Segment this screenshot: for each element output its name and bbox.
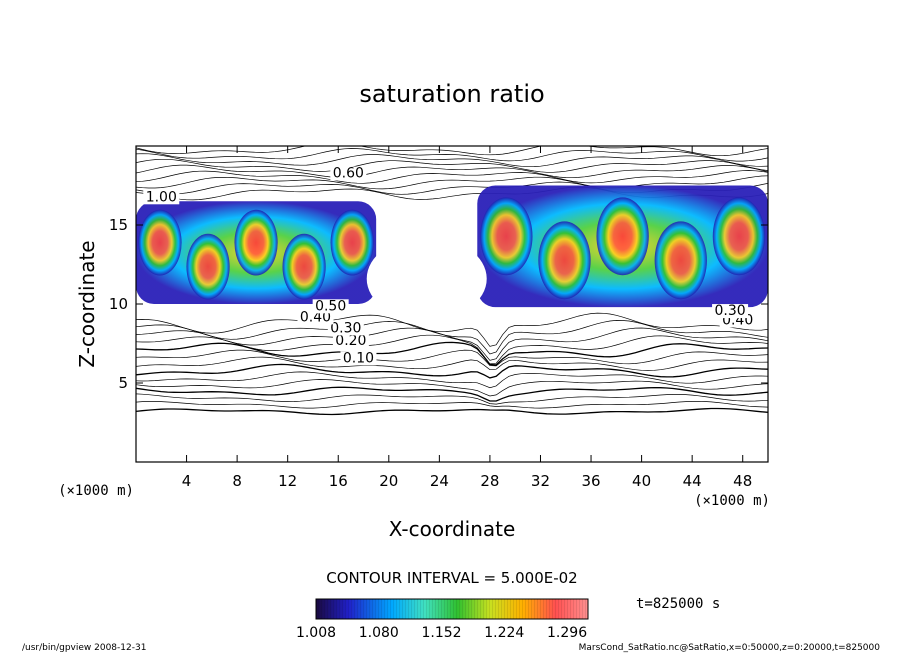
contour-line <box>136 148 768 162</box>
x-axis-unit: (×1000 m) <box>694 493 770 509</box>
x-tick-label: 16 <box>329 472 348 490</box>
contour-line <box>136 146 768 157</box>
contour-label: 0.50 <box>315 298 346 314</box>
y-tick-label: 15 <box>109 216 128 234</box>
contour-labels: 0.100.200.300.400.500.601.000.400.30 <box>143 166 756 366</box>
contour-line <box>136 164 768 179</box>
saturated-region-core <box>138 209 182 276</box>
x-axis-ticks: 4 8 12 16 20 24 28 32 36 40 44 48 <box>182 146 752 490</box>
contour-line <box>136 363 768 379</box>
footer-left: /usr/bin/gpview 2008-12-31 <box>22 643 146 653</box>
y-axis-label: Z-coordinate <box>75 240 99 367</box>
saturated-region-core <box>282 233 326 300</box>
saturated-regions <box>136 185 768 321</box>
contour-label-bg <box>143 190 180 205</box>
contour-label-bg <box>340 351 377 366</box>
contour-line <box>136 327 768 361</box>
contour-line <box>136 400 768 409</box>
contour-interval-label: CONTOUR INTERVAL = 5.000E-02 <box>326 569 577 587</box>
saturated-region-core <box>596 197 649 276</box>
x-tick-label: 32 <box>531 472 550 490</box>
contour-line <box>136 158 768 173</box>
contour-line <box>136 312 768 347</box>
colorbar-levels <box>316 599 588 619</box>
saturated-region-core <box>538 221 591 300</box>
x-tick-label: 44 <box>683 472 702 490</box>
x-tick-label: 20 <box>379 472 398 490</box>
y-axis-unit: (×1000 m) <box>58 483 134 499</box>
colorbar-frame <box>315 598 589 620</box>
colorbar-tick-label: 1.224 <box>484 625 524 641</box>
x-tick-label: 12 <box>278 472 297 490</box>
contour-label-bg <box>712 304 749 319</box>
x-tick-label: 48 <box>733 472 752 490</box>
contour-line <box>136 334 768 365</box>
contour-lines <box>136 146 768 416</box>
contour-label: 0.30 <box>330 320 361 336</box>
colorbar-tick-label: 1.152 <box>421 625 461 641</box>
colorbar-tick-label: 1.080 <box>359 625 399 641</box>
x-tick-label: 24 <box>430 472 449 490</box>
saturated-region-core <box>480 197 533 276</box>
contour-line <box>136 371 768 389</box>
contour-line <box>136 170 768 184</box>
contour-label-bg <box>297 310 334 325</box>
contour-label-bg <box>327 321 364 336</box>
chart-title: saturation ratio <box>359 80 544 108</box>
y-axis-ticks: 5 10 15 <box>109 216 768 392</box>
plot-area <box>136 146 768 462</box>
contour-line <box>136 341 768 366</box>
x-tick-label: 40 <box>632 472 651 490</box>
contour-line <box>136 175 768 190</box>
unsaturated-gap <box>366 236 487 321</box>
contour-line <box>136 407 768 416</box>
x-axis-label: X-coordinate <box>389 517 516 541</box>
contour-label-bg <box>332 334 369 349</box>
contour-line <box>136 349 768 367</box>
colorbar-tick-labels: 1.008 1.080 1.152 1.224 1.296 <box>296 625 587 641</box>
colorbar-tick-label: 1.296 <box>547 625 587 641</box>
saturated-region-core <box>330 209 374 276</box>
contour-line <box>136 386 768 402</box>
x-tick-label: 28 <box>480 472 499 490</box>
contour-line <box>136 153 768 168</box>
x-tick-label: 36 <box>581 472 600 490</box>
y-tick-label: 10 <box>109 295 128 313</box>
contour-line <box>136 356 768 371</box>
contour-label: 0.60 <box>333 166 364 182</box>
contour-line <box>136 379 768 397</box>
contour-label: 0.40 <box>300 309 331 325</box>
contour-label: 0.30 <box>714 303 745 319</box>
colorbar-tick-label: 1.008 <box>296 625 336 641</box>
contour-line <box>136 320 768 355</box>
time-label: t=825000 s <box>636 596 720 612</box>
x-tick-label: 4 <box>182 472 192 490</box>
saturated-region-core <box>234 209 278 276</box>
contour-label: 1.00 <box>146 189 177 205</box>
footer-right: MarsCond_SatRatio.nc@SatRatio,x=0:50000,… <box>579 643 881 653</box>
contour-label-bg <box>312 299 349 314</box>
contour-line <box>136 393 768 405</box>
saturated-region-core <box>186 233 230 300</box>
contour-label-bg <box>330 166 367 181</box>
contour-label: 0.20 <box>335 333 366 349</box>
saturated-region-core <box>712 197 766 276</box>
y-tick-label: 5 <box>118 374 128 392</box>
contour-label: 0.10 <box>343 350 374 366</box>
saturated-region-core <box>654 221 707 300</box>
x-tick-label: 8 <box>232 472 242 490</box>
